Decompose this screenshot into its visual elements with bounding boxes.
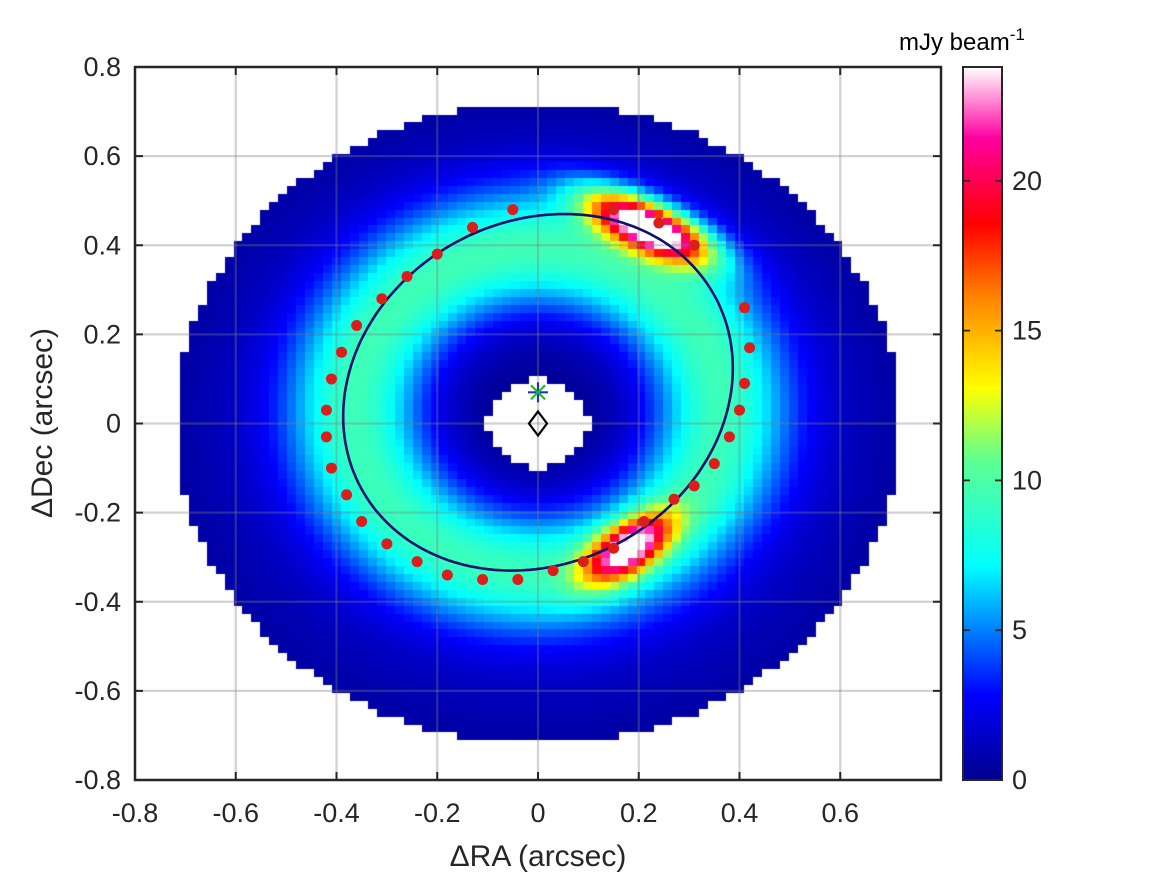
x-tick-label: 0.4 bbox=[721, 798, 759, 828]
x-tick-label: 0 bbox=[530, 798, 545, 828]
colorbar bbox=[963, 67, 1002, 780]
fit-point bbox=[477, 573, 489, 585]
fit-point bbox=[376, 293, 388, 305]
colorbar-ticks: 20 15 10 5 0 bbox=[963, 166, 1042, 795]
fit-point bbox=[507, 204, 519, 216]
markers bbox=[527, 382, 549, 438]
fit-point bbox=[638, 516, 650, 528]
fit-point bbox=[381, 538, 393, 550]
fit-points bbox=[320, 204, 756, 585]
center-diamond-marker bbox=[527, 409, 549, 438]
axis-ticks: -0.8 -0.6 -0.4 -0.2 0 0.2 0.4 0.6 0.8 0.6 0.4 0.2 0 -… bbox=[74, 52, 941, 828]
fit-point bbox=[512, 573, 524, 585]
fit-point bbox=[723, 431, 735, 443]
fit-point bbox=[320, 431, 332, 443]
fit-point bbox=[608, 204, 620, 216]
fit-point bbox=[653, 217, 665, 229]
y-tick-label: -0.2 bbox=[74, 498, 121, 528]
fit-point bbox=[431, 248, 443, 260]
star-position-marker bbox=[528, 382, 548, 403]
emission-heatmap bbox=[135, 67, 941, 780]
colorbar-tick-label: 0 bbox=[1012, 765, 1027, 795]
fit-point bbox=[688, 480, 700, 492]
fit-point bbox=[401, 270, 413, 282]
fit-point bbox=[351, 319, 363, 331]
y-tick-label: 0.2 bbox=[83, 319, 121, 349]
colorbar-title-text: mJy beam bbox=[899, 29, 1010, 56]
colorbar-frame bbox=[962, 66, 1003, 781]
fit-point bbox=[739, 377, 751, 389]
fit-point bbox=[325, 462, 337, 474]
grid bbox=[135, 67, 941, 780]
x-tick-label: 0.2 bbox=[620, 798, 658, 828]
fit-point bbox=[608, 542, 620, 554]
y-tick-label: -0.4 bbox=[74, 587, 121, 617]
y-tick-label: 0 bbox=[106, 409, 121, 439]
colorbar-title-superscript: -1 bbox=[1010, 25, 1025, 44]
y-tick-label: -0.6 bbox=[74, 676, 121, 706]
fit-point bbox=[739, 302, 751, 314]
fit-point bbox=[441, 569, 453, 581]
x-axis-label: ΔRA (arcsec) bbox=[450, 840, 627, 873]
y-tick-label: -0.8 bbox=[74, 765, 121, 795]
x-tick-label: -0.6 bbox=[212, 798, 259, 828]
fit-point bbox=[411, 556, 423, 568]
colorbar-title: mJy beam-1 bbox=[899, 25, 1025, 56]
y-tick-label: 0.4 bbox=[83, 230, 121, 260]
fit-point bbox=[708, 458, 720, 470]
y-tick-label: 0.8 bbox=[83, 52, 121, 82]
fit-point bbox=[320, 404, 332, 416]
fit-point bbox=[688, 239, 700, 251]
fit-point bbox=[467, 221, 479, 233]
fit-point bbox=[356, 516, 368, 528]
fit-point bbox=[341, 489, 353, 501]
fit-point bbox=[577, 556, 589, 568]
fit-point bbox=[547, 565, 559, 577]
colorbar-tick-label: 10 bbox=[1012, 465, 1042, 495]
x-tick-label: -0.2 bbox=[414, 798, 461, 828]
y-tick-label: 0.6 bbox=[83, 141, 121, 171]
colorbar-tick-label: 15 bbox=[1012, 316, 1042, 346]
y-axis-label: ΔDec (arcsec) bbox=[26, 328, 59, 518]
fit-point bbox=[668, 493, 680, 505]
colorbar-tick-label: 5 bbox=[1012, 615, 1027, 645]
x-tick-label: -0.8 bbox=[112, 798, 159, 828]
fit-point bbox=[325, 373, 337, 385]
x-tick-label: -0.4 bbox=[313, 798, 360, 828]
x-tick-label: 0.6 bbox=[821, 798, 859, 828]
fit-point bbox=[744, 342, 756, 354]
fit-point bbox=[336, 346, 348, 358]
colorbar-tick-label: 20 bbox=[1012, 166, 1042, 196]
ellipse-fit-curve bbox=[341, 212, 735, 572]
fit-point bbox=[734, 404, 745, 416]
